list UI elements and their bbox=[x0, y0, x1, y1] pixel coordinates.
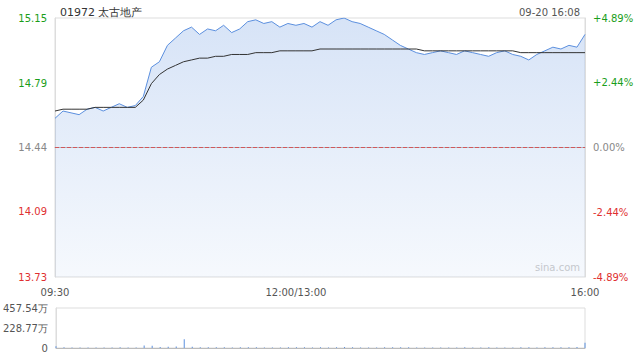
svg-text:+2.44%: +2.44% bbox=[593, 77, 633, 88]
svg-text:01972 太古地产: 01972 太古地产 bbox=[60, 6, 143, 19]
svg-text:0: 0 bbox=[42, 343, 48, 354]
svg-text:16:00: 16:00 bbox=[571, 287, 600, 298]
svg-text:15.15: 15.15 bbox=[18, 13, 47, 24]
svg-text:+4.89%: +4.89% bbox=[593, 13, 633, 24]
svg-text:-4.89%: -4.89% bbox=[593, 272, 628, 283]
svg-text:09:30: 09:30 bbox=[41, 287, 70, 298]
svg-text:13.73: 13.73 bbox=[18, 272, 47, 283]
svg-text:0.00%: 0.00% bbox=[593, 142, 625, 153]
svg-text:228.77万: 228.77万 bbox=[3, 323, 48, 334]
svg-text:-2.44%: -2.44% bbox=[593, 207, 628, 218]
svg-text:09-20 16:08: 09-20 16:08 bbox=[519, 7, 580, 18]
svg-text:14.44: 14.44 bbox=[18, 142, 47, 153]
svg-text:14.09: 14.09 bbox=[18, 206, 47, 217]
svg-text:14.79: 14.79 bbox=[18, 78, 47, 89]
svg-text:12:00/13:00: 12:00/13:00 bbox=[265, 287, 326, 298]
svg-text:457.54万: 457.54万 bbox=[3, 303, 48, 314]
